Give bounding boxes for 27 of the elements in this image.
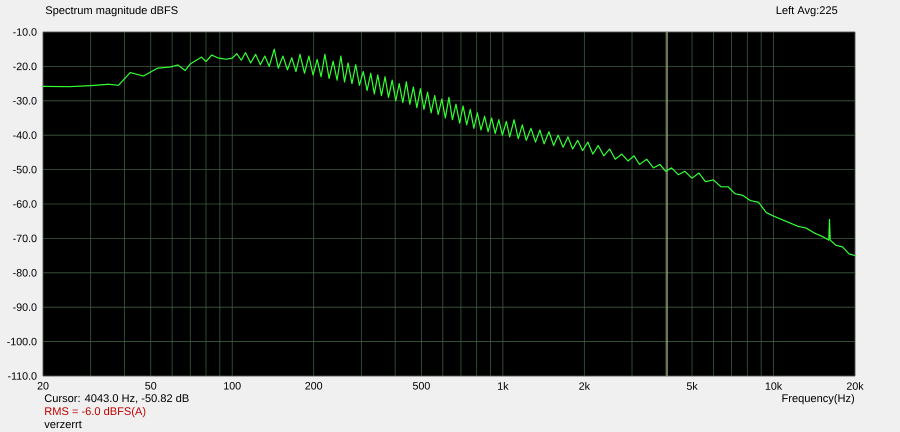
x-tick-label: 200 [305, 382, 322, 390]
y-tick-label: -90.0 [13, 303, 37, 311]
x-tick-label: 1k [498, 382, 509, 390]
text: RMS = -6.0 dBFS(A) [45, 406, 146, 418]
y-tick-label: -30.0 [13, 97, 37, 105]
x-tick-label: 5k [686, 382, 698, 390]
x-tick-label: 100 [224, 382, 241, 390]
y-tick-label: -80.0 [13, 269, 37, 277]
x-tick-label: 20k [846, 382, 864, 390]
y-tick-label: -100.0 [7, 338, 37, 346]
y-tick-label: -70.0 [13, 234, 37, 242]
y-tick-label: -50.0 [13, 166, 37, 174]
text: Left Avg:225 [776, 6, 838, 16]
y-tick-label: -10.0 [13, 28, 37, 36]
text: verzerrt [44, 420, 82, 428]
y-tick-label: -20.0 [13, 62, 37, 70]
x-tick-label: 20 [38, 382, 49, 390]
y-tick-label: -60.0 [13, 200, 37, 208]
y-tick-label: -110.0 [8, 372, 37, 380]
text: Cursor: 4043.0 Hz, -50.82 dB [44, 394, 189, 404]
y-tick-label: -40.0 [13, 131, 37, 139]
chart-title: Spectrum magnitude dBFS [46, 6, 178, 16]
x-axis-title: Frequency(Hz) [782, 394, 854, 404]
x-tick-label: 500 [412, 382, 430, 390]
x-tick-label: 2k [579, 382, 590, 390]
x-tick-label: 50 [145, 382, 156, 390]
x-tick-label: 10k [766, 382, 782, 390]
